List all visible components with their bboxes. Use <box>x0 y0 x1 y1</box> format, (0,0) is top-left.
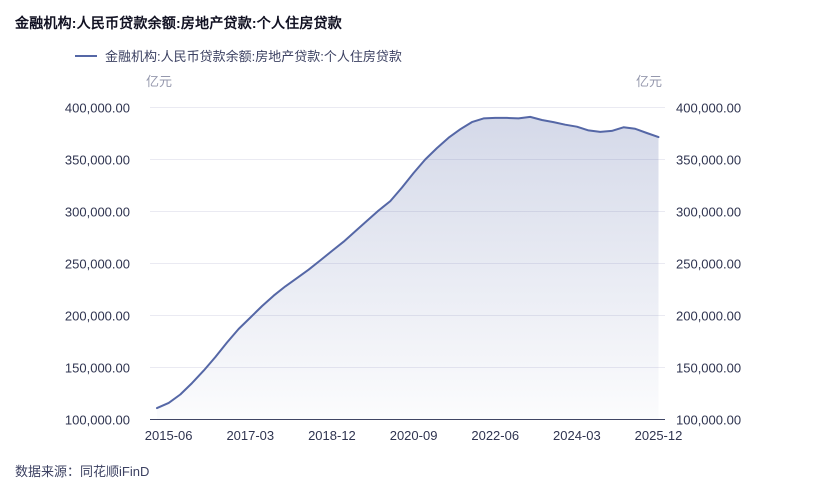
x-axis-label: 2017-03 <box>226 428 275 443</box>
x-axis-label: 2015-06 <box>144 428 193 443</box>
y-axis-label: 250,000.00 <box>676 256 742 271</box>
y-axis-label: 100,000.00 <box>676 412 742 427</box>
legend-line-icon <box>75 54 97 57</box>
source-text: 数据来源：同花顺iFinD <box>15 464 150 479</box>
y-axis-label: 400,000.00 <box>64 100 130 115</box>
unit-label-left: 亿元 <box>146 74 173 89</box>
y-axis-label: 250,000.00 <box>64 256 130 271</box>
y-axis-label: 200,000.00 <box>676 308 742 323</box>
series-line <box>156 115 660 410</box>
y-axis-right: 400,000.00 350,000.00 300,000.00 250,000.00… <box>676 100 816 427</box>
legend-label: 金融机构:人民币贷款余额:房地产贷款:个人住房贷款 <box>105 49 402 64</box>
y-axis-label: 150,000.00 <box>64 360 130 375</box>
y-axis-label: 350,000.00 <box>64 152 130 167</box>
y-axis-label: 150,000.00 <box>676 360 742 375</box>
x-axis-label: 2022-06 <box>471 428 520 443</box>
y-axis-label: 400,000.00 <box>676 100 742 115</box>
unit-label-right: 亿元 <box>636 74 663 89</box>
y-axis-left: 400,000.00 350,000.00 300,000.00 250,000.00… <box>0 100 140 427</box>
y-axis-label: 300,000.00 <box>64 204 130 219</box>
y-axis-label: 100,000.00 <box>64 412 130 427</box>
x-axis-label: 2024-03 <box>553 428 601 443</box>
y-axis-label: 200,000.00 <box>64 308 130 323</box>
y-axis-label: 300,000.00 <box>676 204 742 219</box>
x-axis-label: 2020-09 <box>389 428 438 443</box>
plot-area[interactable] <box>150 100 665 421</box>
x-axis: 2015-06 2017-03 2018-12 2020-09 2022-06 2024-… <box>145 428 683 446</box>
x-axis-label: 2018-12 <box>308 428 356 443</box>
chart-title: 金融机构:人民币贷款余额:房地产贷款:个人住房贷款 <box>15 15 342 31</box>
y-axis-label: 350,000.00 <box>676 152 742 167</box>
series-area <box>157 116 659 420</box>
x-axis-label: 2025-12 <box>634 428 683 443</box>
legend-item[interactable]: 金融机构:人民币贷款余额:房地产贷款:个人住房贷款 <box>75 46 402 65</box>
